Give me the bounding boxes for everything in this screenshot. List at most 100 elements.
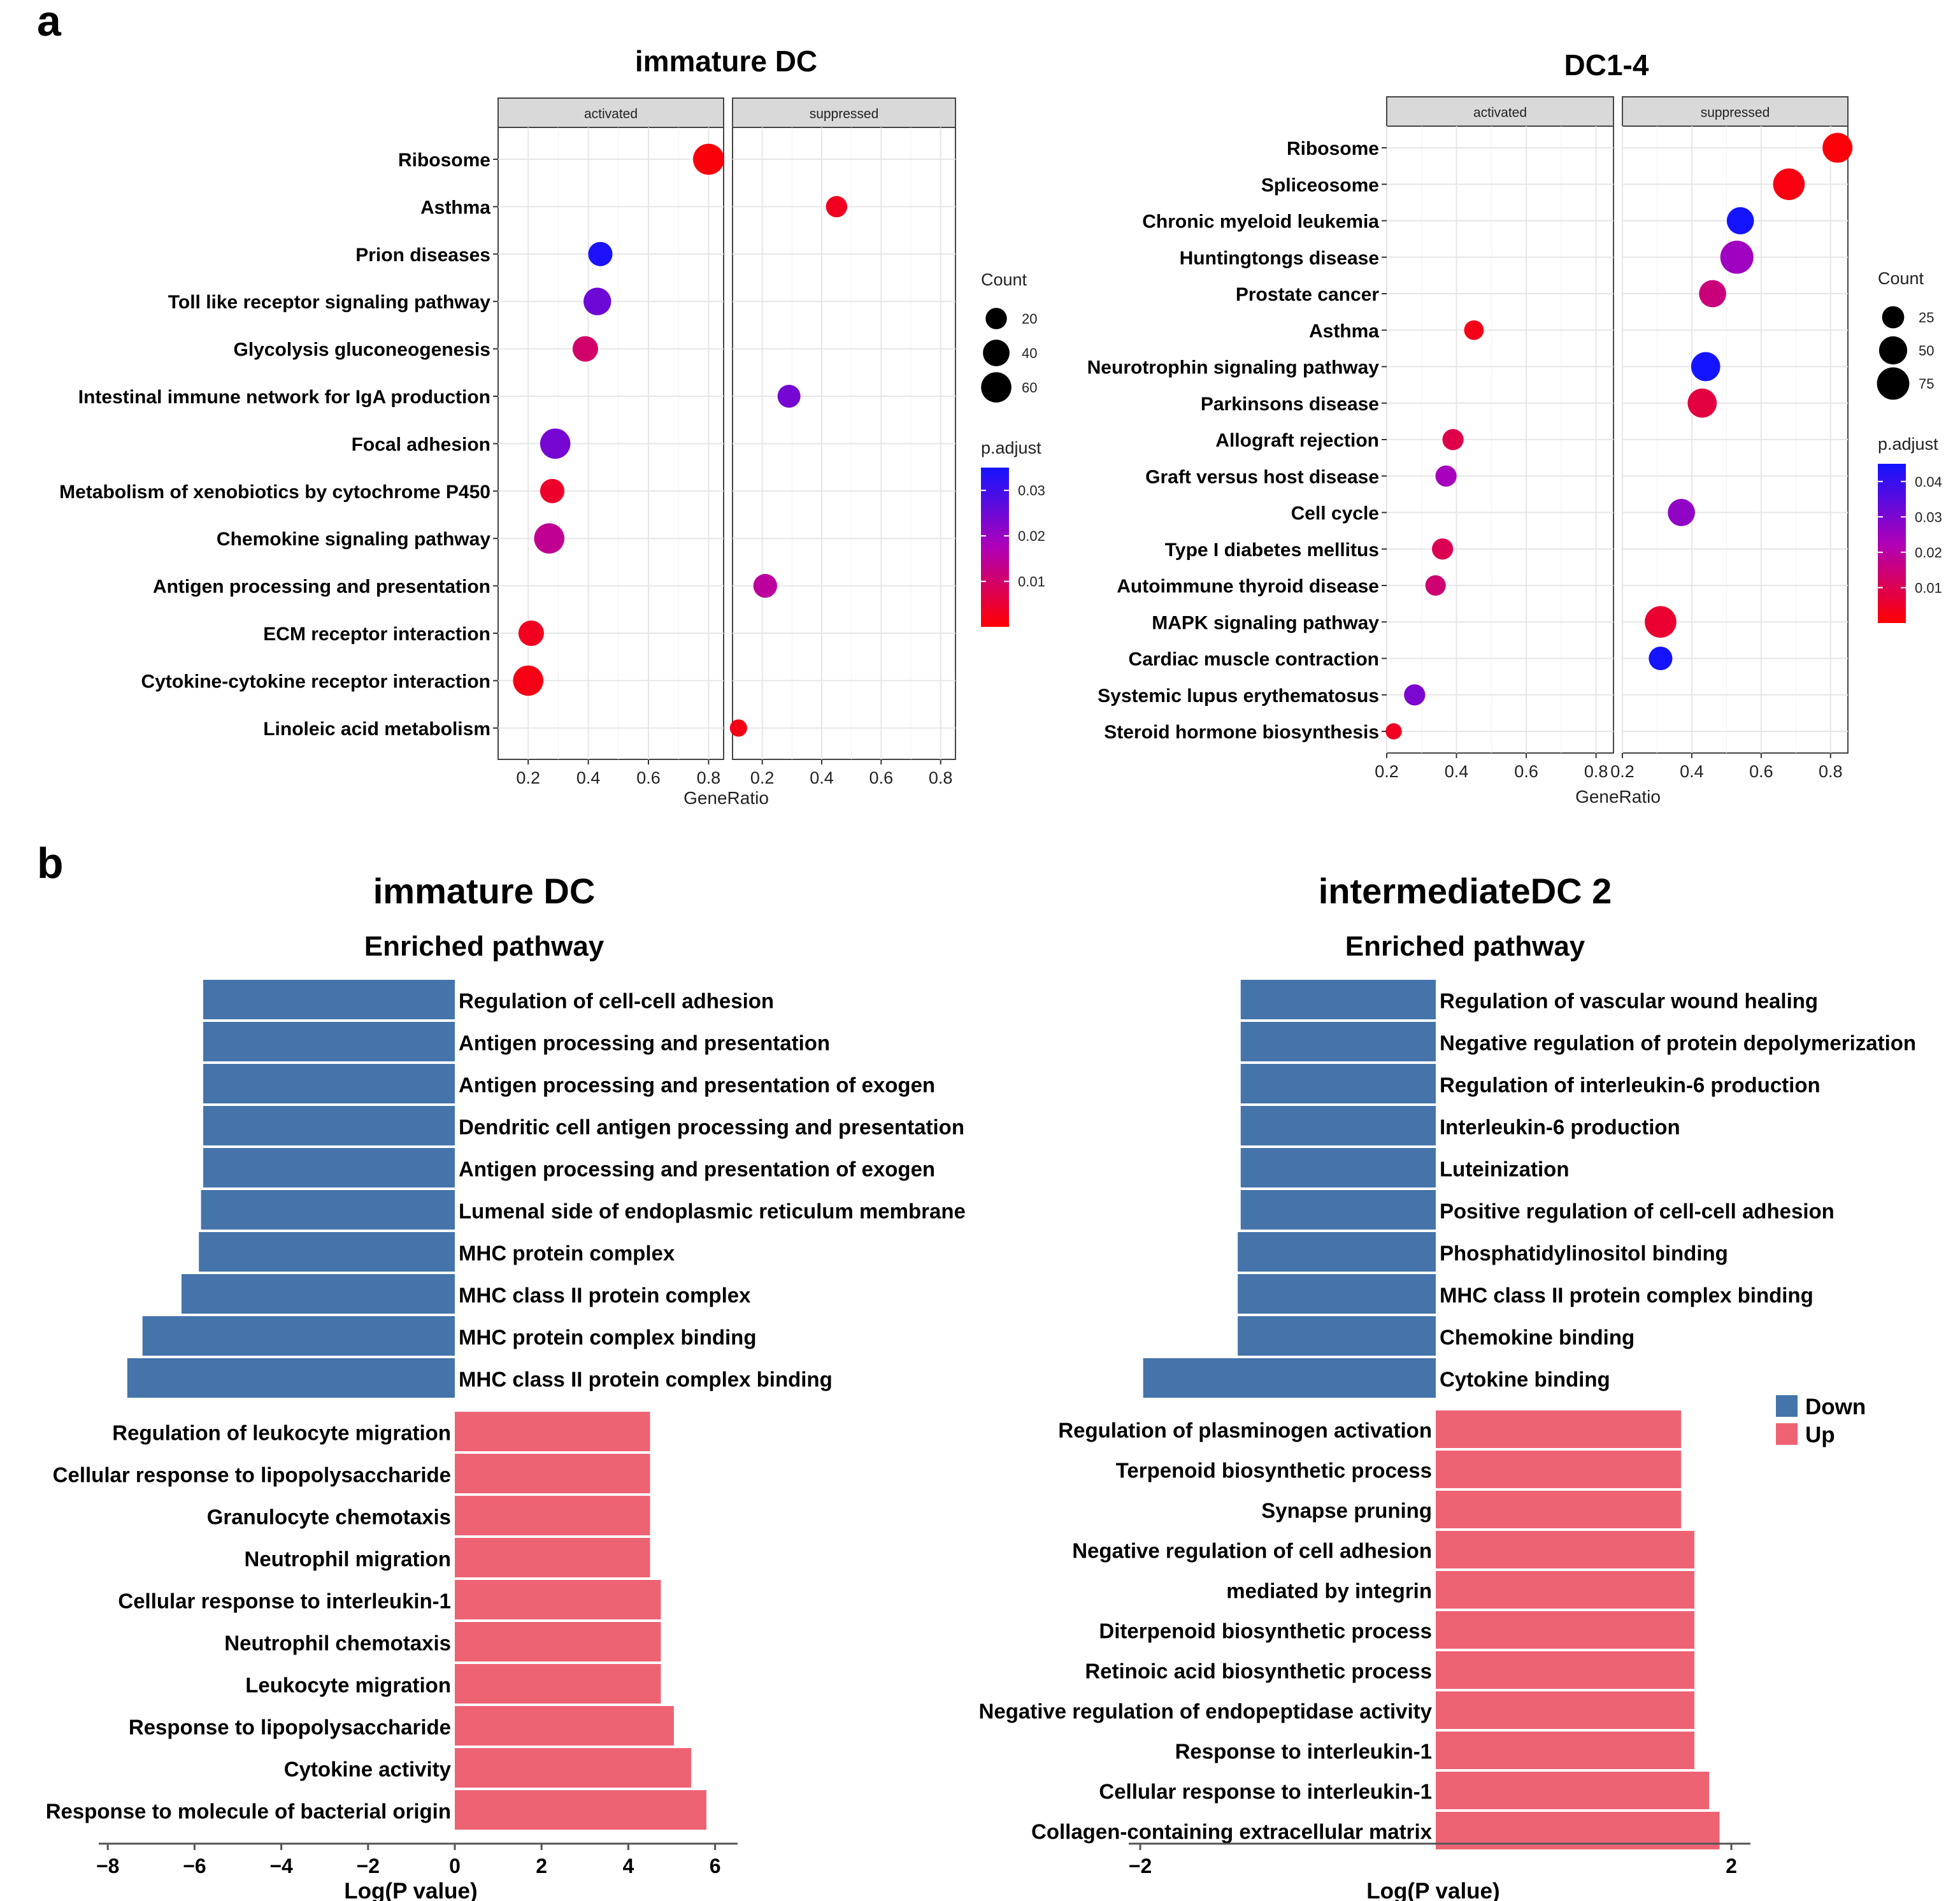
bar-down xyxy=(1238,1274,1436,1314)
category-label: Parkinsons disease xyxy=(1201,394,1379,415)
size-legend-dot xyxy=(1878,336,1908,365)
color-legend-label: 0.01 xyxy=(1018,574,1045,590)
facet-label: suppressed xyxy=(1701,105,1770,120)
bar-label: Response to interleukin-1 xyxy=(1175,1739,1432,1763)
category-label: Autoimmune thyroid disease xyxy=(1117,576,1379,597)
bar-label: Antigen processing and presentation of e… xyxy=(459,1158,935,1181)
data-point xyxy=(1687,388,1717,418)
data-point xyxy=(583,287,612,315)
bar-label: Neutrophil migration xyxy=(245,1547,452,1571)
x-tick-label: −6 xyxy=(183,1854,206,1877)
facet-label: activated xyxy=(1473,105,1527,120)
x-tick-label: 0.2 xyxy=(516,768,540,787)
bar-label: Interleukin-6 production xyxy=(1440,1115,1680,1139)
data-point xyxy=(1385,723,1402,740)
x-tick-label: −4 xyxy=(269,1854,293,1877)
color-legend-title: p.adjust xyxy=(1878,434,1938,454)
category-label: Chemokine signaling pathway xyxy=(217,529,490,550)
bar-label: Regulation of leukocyte migration xyxy=(112,1421,451,1445)
bar-up xyxy=(1436,1491,1682,1528)
category-label: Intestinal immune network for IgA produc… xyxy=(78,387,490,408)
bar-label: MHC protein complex binding xyxy=(459,1326,757,1349)
x-tick-label: 0.8 xyxy=(1819,762,1843,781)
data-point xyxy=(540,428,571,459)
data-point xyxy=(1435,465,1457,487)
plot-subtitle: Enriched pathway xyxy=(1345,931,1585,962)
size-legend-title: Count xyxy=(981,270,1027,289)
data-point xyxy=(518,620,544,647)
color-legend-label: 0.01 xyxy=(1915,580,1942,596)
x-tick-label: 0.8 xyxy=(697,768,721,787)
bar-up xyxy=(1436,1651,1694,1689)
x-tick-label: 6 xyxy=(710,1854,721,1877)
data-point xyxy=(1773,168,1805,201)
size-legend-label: 75 xyxy=(1919,376,1934,392)
bar-down xyxy=(1240,980,1436,1019)
bar-down xyxy=(1240,1148,1436,1187)
category-label: Asthma xyxy=(1309,320,1379,341)
size-legend-label: 50 xyxy=(1919,343,1934,359)
size-legend-dot xyxy=(981,372,1012,403)
category-label: Spliceosome xyxy=(1261,175,1379,196)
data-point xyxy=(1668,499,1695,526)
color-legend-label: 0.03 xyxy=(1915,509,1942,525)
bar-label: Response to lipopolysaccharide xyxy=(129,1716,451,1739)
category-label: Focal adhesion xyxy=(352,434,490,455)
color-legend-label: 0.03 xyxy=(1018,483,1045,499)
x-tick-label: 0.4 xyxy=(1680,762,1704,781)
data-point xyxy=(1649,646,1673,671)
color-legend-bar xyxy=(1878,464,1906,623)
facet-label: suppressed xyxy=(810,106,879,121)
bar-label: Terpenoid biosynthetic process xyxy=(1116,1458,1432,1482)
x-axis-label: Log(P value) xyxy=(1366,1879,1499,1901)
bar-label: Luteinization xyxy=(1440,1158,1569,1181)
bar-up xyxy=(1436,1691,1694,1729)
bar-chart-immature-dc: immature DC Enriched pathway Regulation of… xyxy=(46,871,966,1901)
facet-strip xyxy=(1386,96,1614,127)
bar-chart-intermediate-dc2: intermediateDC 2 Enriched pathway Regulati… xyxy=(979,871,1917,1901)
bar-label: Negative regulation of protein depolymer… xyxy=(1440,1031,1916,1055)
data-point xyxy=(777,385,801,408)
bar-up xyxy=(455,1580,661,1619)
x-tick-label: 4 xyxy=(623,1854,634,1877)
bar-up xyxy=(455,1496,650,1535)
color-legend-title: p.adjust xyxy=(981,438,1041,457)
bar-label: Cellular response to interleukin-1 xyxy=(1099,1779,1432,1803)
category-label: Allograft rejection xyxy=(1215,430,1379,451)
x-tick-label: 0.2 xyxy=(1610,762,1635,781)
size-legend-dot xyxy=(985,308,1007,329)
bar-down xyxy=(1240,1106,1436,1145)
category-label: MAPK signaling pathway xyxy=(1152,612,1379,633)
data-point xyxy=(1464,320,1484,340)
bar-label: MHC class II protein complex binding xyxy=(459,1368,833,1391)
bar-label: MHC class II protein complex binding xyxy=(1440,1284,1813,1307)
x-tick-label: 2 xyxy=(536,1854,547,1877)
bar-label: Regulation of cell-cell adhesion xyxy=(459,989,774,1013)
bar-up xyxy=(1436,1611,1694,1649)
category-label: Cell cycle xyxy=(1291,503,1379,524)
bar-up xyxy=(455,1664,661,1704)
bar-label: mediated by integrin xyxy=(1226,1579,1432,1602)
category-label: Cardiac muscle contraction xyxy=(1129,649,1379,670)
color-legend-label: 0.02 xyxy=(1018,528,1045,544)
x-tick-label: 0.4 xyxy=(1445,762,1469,781)
legend-key-down xyxy=(1776,1395,1798,1417)
bar-label: Diterpenoid biosynthetic process xyxy=(1099,1619,1432,1642)
bar-down xyxy=(1240,1190,1436,1230)
size-legend-label: 25 xyxy=(1919,310,1934,326)
bar-down xyxy=(1238,1232,1436,1272)
size-legend-title: Count xyxy=(1878,269,1924,288)
x-tick-label: 0.6 xyxy=(636,768,661,787)
bar-up xyxy=(455,1790,706,1830)
bar-down xyxy=(203,980,455,1019)
bar-label: Antigen processing and presentation xyxy=(459,1031,830,1055)
category-label: Graft versus host disease xyxy=(1145,466,1379,487)
bar-label: Cellular response to interleukin-1 xyxy=(118,1589,451,1613)
category-label: Prion diseases xyxy=(355,245,490,266)
legend-label-down: Down xyxy=(1805,1395,1866,1419)
bar-down xyxy=(203,1064,455,1103)
category-label: Prostate cancer xyxy=(1236,284,1379,305)
x-tick-label: 0.6 xyxy=(869,768,894,787)
bar-up xyxy=(455,1454,650,1493)
